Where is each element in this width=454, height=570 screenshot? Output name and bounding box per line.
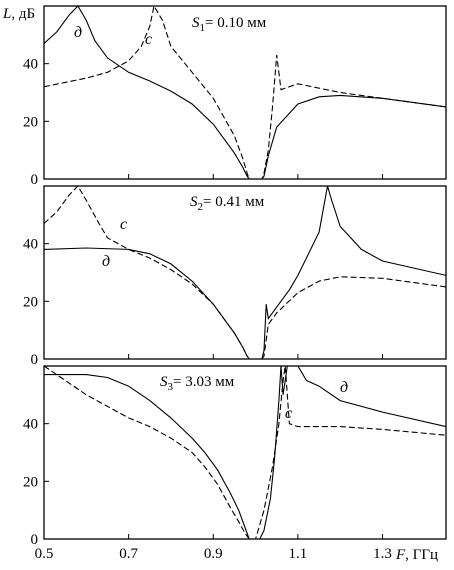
panel-3-title-sub: 3 (168, 381, 174, 393)
panel-2-label-dashed: с (120, 216, 127, 233)
panel-1-series-dashed-line (44, 6, 446, 179)
panel-1-title-sub: 1 (200, 22, 206, 34)
panel-3-title: S3= 3.03 мм (160, 374, 235, 393)
x-tick-label-0: 0.5 (35, 546, 54, 562)
x-axis-symbol: F (395, 547, 406, 563)
panel-2-series-solid-line (44, 186, 446, 359)
x-axis-title: F, ГГц (395, 547, 438, 563)
panel-1-title-symbol: S (192, 15, 200, 31)
panel-3-ytick-label-1: 20 (23, 474, 38, 490)
panel-1-frame (43, 5, 447, 180)
panel-3-series-dashed-line (44, 366, 446, 539)
x-tick-label-4: 1.3 (373, 546, 392, 562)
y-axis-symbol: L (2, 6, 11, 22)
panel-2-title-sub: 2 (198, 201, 204, 213)
panel-3-label-solid: д (340, 379, 348, 396)
panel-1-title: S1= 0.10 мм (192, 15, 267, 34)
panel-2-ytick-label-1: 20 (23, 294, 38, 310)
panel-2-title-symbol: S (190, 194, 198, 210)
panel-3-title-value: = 3.03 мм (173, 374, 235, 390)
panel-1-ytick-label-0: 0 (31, 172, 39, 188)
x-axis-unit: , ГГц (405, 547, 438, 563)
y-axis-title: L, дБ (2, 6, 35, 22)
panel-1-label-solid: д (74, 24, 82, 41)
y-axis-unit: , дБ (11, 6, 35, 22)
x-tick-label-2: 0.9 (204, 546, 223, 562)
panel-3-ytick-label-2: 40 (23, 417, 38, 433)
panel-2-series-dashed-line (44, 186, 446, 359)
panel-3-frame (43, 365, 447, 540)
chart-marks: 0 20 40 0 20 40 0 20 40 0.5 0.7 0.9 1.1 1.3 (23, 6, 446, 562)
x-tick-label-3: 1.1 (289, 546, 308, 562)
x-tick-label-1: 0.7 (119, 546, 138, 562)
panel-1-title-value: = 0.10 мм (205, 15, 267, 31)
panel-3-ytick-label-0: 0 (31, 532, 39, 548)
panel-2-ytick-label-2: 40 (23, 237, 38, 253)
panel-1-ytick-label-2: 40 (23, 57, 38, 73)
panel-1-series-solid-line (44, 6, 446, 179)
panel-3-title-symbol: S (160, 374, 168, 390)
panel-1-ytick-label-1: 20 (23, 114, 38, 130)
panel-1-label-dashed: с (145, 31, 152, 48)
panel-2-label-solid: д (102, 253, 110, 270)
panel-2-title-value: = 0.41 мм (203, 194, 265, 210)
panel-2-frame (43, 185, 447, 360)
panel-3-series-solid-line (44, 366, 446, 539)
panel-2-ytick-label-0: 0 (31, 352, 39, 368)
panel-2-title: S2= 0.41 мм (190, 194, 265, 213)
